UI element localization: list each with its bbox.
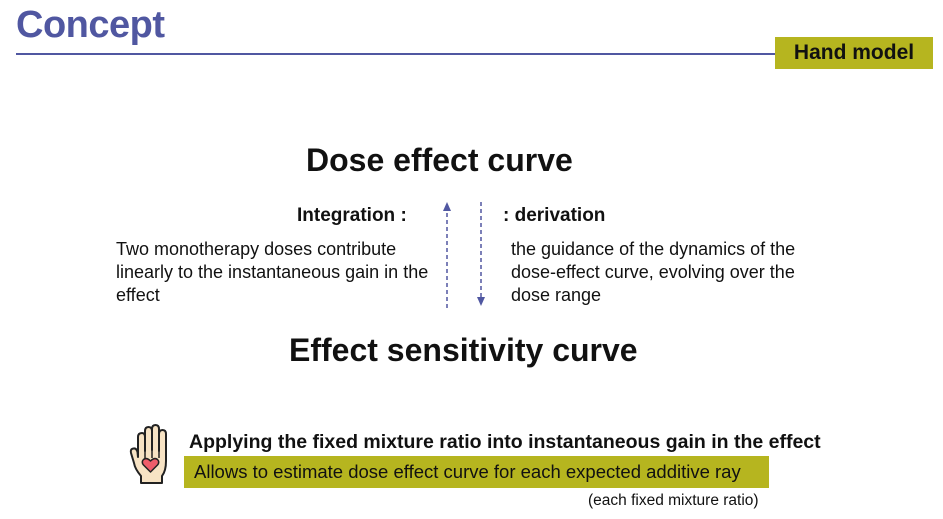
integration-derivation-arrows: [443, 202, 485, 308]
hand-heart-icon: [129, 424, 167, 484]
integration-description: Two monotherapy doses contribute linearl…: [116, 239, 429, 305]
down-arrow-icon: [477, 202, 485, 306]
hand-model-badge: Hand model: [775, 37, 933, 69]
derivation-description: the guidance of the dynamics of the dose…: [511, 239, 796, 305]
highlight-statement: Allows to estimate dose effect curve for…: [184, 456, 769, 488]
title-underline: [16, 53, 776, 55]
up-arrow-icon: [443, 202, 451, 308]
mixture-ratio-note: (each fixed mixture ratio): [588, 492, 759, 509]
apply-statement: Applying the fixed mixture ratio into in…: [189, 431, 821, 453]
page-title: Concept: [16, 4, 165, 46]
integration-label: Integration :: [297, 205, 407, 226]
effect-sensitivity-heading: Effect sensitivity curve: [289, 332, 638, 368]
derivation-label: : derivation: [503, 205, 606, 226]
dose-effect-heading: Dose effect curve: [306, 142, 573, 178]
